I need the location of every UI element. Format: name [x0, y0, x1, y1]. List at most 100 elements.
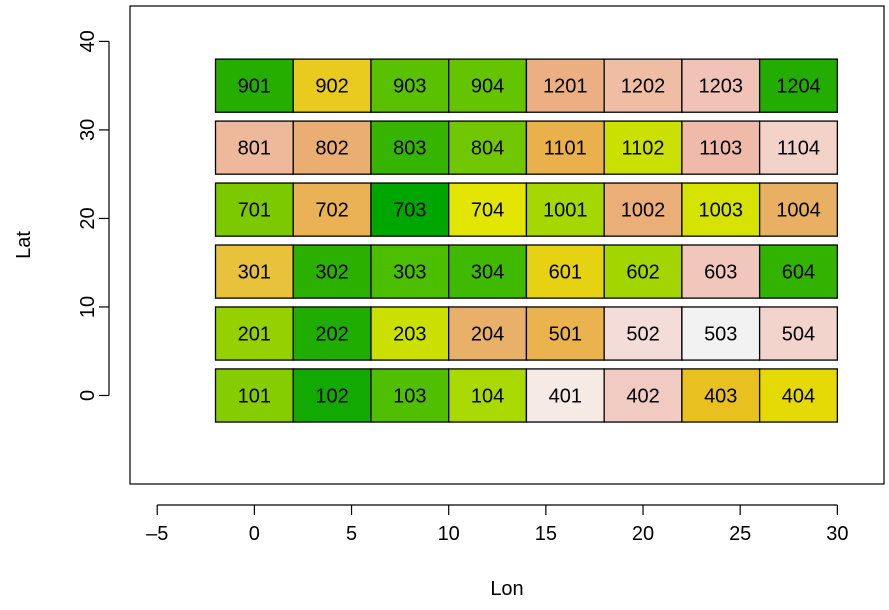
cell-903: 903	[370, 58, 450, 113]
cell-rect	[758, 58, 839, 113]
cell-201: 201	[214, 306, 294, 361]
cell-rect	[448, 244, 528, 299]
cell-label: 1202	[621, 76, 666, 98]
cell-304: 304	[448, 244, 528, 299]
cell-403: 403	[681, 368, 761, 423]
cell-rect	[603, 244, 683, 299]
cells-layer: 101 102 103 104 401 402 403 404 201 202 203 204 501 5…	[214, 58, 839, 423]
x-tick-label: 10	[438, 523, 460, 545]
cell-label: 902	[315, 76, 348, 98]
cell-rect	[448, 306, 528, 361]
cell-label: 504	[782, 324, 815, 346]
cell-rect	[525, 182, 605, 237]
cell-rect	[214, 58, 294, 113]
cell-1101: 1101	[525, 120, 605, 175]
cell-602: 602	[603, 244, 683, 299]
cell-1001: 1001	[525, 182, 605, 237]
y-axis-title: Lat	[13, 231, 35, 259]
cell-label: 602	[626, 262, 659, 284]
plot-area	[129, 5, 885, 485]
cell-label: 502	[626, 324, 659, 346]
cell-label: 503	[704, 324, 737, 346]
cell-rect	[448, 58, 528, 113]
cell-402: 402	[603, 368, 683, 423]
cell-label: 103	[393, 385, 426, 407]
cell-label: 1003	[699, 200, 744, 222]
cell-rect	[681, 306, 761, 361]
cell-label: 1002	[621, 200, 666, 222]
cell-label: 301	[238, 262, 271, 284]
cell-label: 903	[393, 76, 426, 98]
cell-704: 704	[448, 182, 528, 237]
cell-802: 802	[292, 120, 372, 175]
cell-label: 604	[782, 262, 815, 284]
cell-label: 803	[393, 138, 426, 160]
cell-rect	[214, 244, 294, 299]
cell-503: 503	[681, 306, 761, 361]
cell-label: 1201	[543, 76, 588, 98]
cell-label: 702	[315, 200, 348, 222]
x-tick-label: 15	[535, 523, 557, 545]
cell-1203: 1203	[681, 58, 761, 113]
cell-603: 603	[681, 244, 761, 299]
cell-rect	[681, 120, 761, 175]
cell-203: 203	[370, 306, 450, 361]
cell-label: 104	[471, 385, 504, 407]
cell-1004: 1004	[758, 182, 839, 237]
cell-303: 303	[370, 244, 450, 299]
cell-1003: 1003	[681, 182, 761, 237]
cell-rect	[292, 182, 372, 237]
cell-label: 201	[238, 324, 271, 346]
cell-103: 103	[370, 368, 450, 423]
cell-101: 101	[214, 368, 294, 423]
cell-701: 701	[214, 182, 294, 237]
cell-rect	[370, 244, 450, 299]
cell-rect	[448, 368, 528, 423]
cell-label: 603	[704, 262, 737, 284]
cell-904: 904	[448, 58, 528, 113]
y-axis: 0 10 20 30 40	[77, 30, 110, 401]
cell-804: 804	[448, 120, 528, 175]
cell-label: 703	[393, 200, 426, 222]
cell-label: 1001	[543, 200, 588, 222]
cell-803: 803	[370, 120, 450, 175]
cell-label: 704	[471, 200, 504, 222]
cell-rect	[525, 306, 605, 361]
cell-label: 303	[393, 262, 426, 284]
cell-rect	[758, 120, 839, 175]
cell-902: 902	[292, 58, 372, 113]
cell-102: 102	[292, 368, 372, 423]
x-tick-label: 25	[729, 523, 751, 545]
cell-label: 701	[238, 200, 271, 222]
cell-rect	[370, 120, 450, 175]
cell-rect	[370, 306, 450, 361]
x-axis: –5 0 5 10 15 20 25 30	[146, 504, 848, 545]
cell-label: 101	[238, 385, 271, 407]
cell-rect	[681, 368, 761, 423]
cell-label: 401	[549, 385, 582, 407]
cell-label: 202	[315, 324, 348, 346]
cell-label: 304	[471, 262, 504, 284]
y-tick-label: 0	[77, 390, 99, 401]
cell-rect	[603, 58, 683, 113]
cell-1103: 1103	[681, 120, 761, 175]
cell-rect	[525, 244, 605, 299]
cell-rect	[603, 368, 683, 423]
cell-label: 1101	[544, 138, 587, 160]
cell-label: 1203	[699, 76, 744, 98]
cell-501: 501	[525, 306, 605, 361]
cell-rect	[370, 58, 450, 113]
cell-rect	[681, 244, 761, 299]
cell-1104: 1104	[758, 120, 839, 175]
x-tick-label: 30	[826, 523, 848, 545]
cell-rect	[681, 58, 761, 113]
y-tick-label: 10	[77, 296, 99, 318]
cell-label: 302	[315, 262, 348, 284]
cell-504: 504	[758, 306, 839, 361]
cell-1204: 1204	[758, 58, 839, 113]
cell-label: 1102	[622, 138, 665, 160]
cell-rect	[292, 368, 372, 423]
cell-202: 202	[292, 306, 372, 361]
cell-1002: 1002	[603, 182, 683, 237]
